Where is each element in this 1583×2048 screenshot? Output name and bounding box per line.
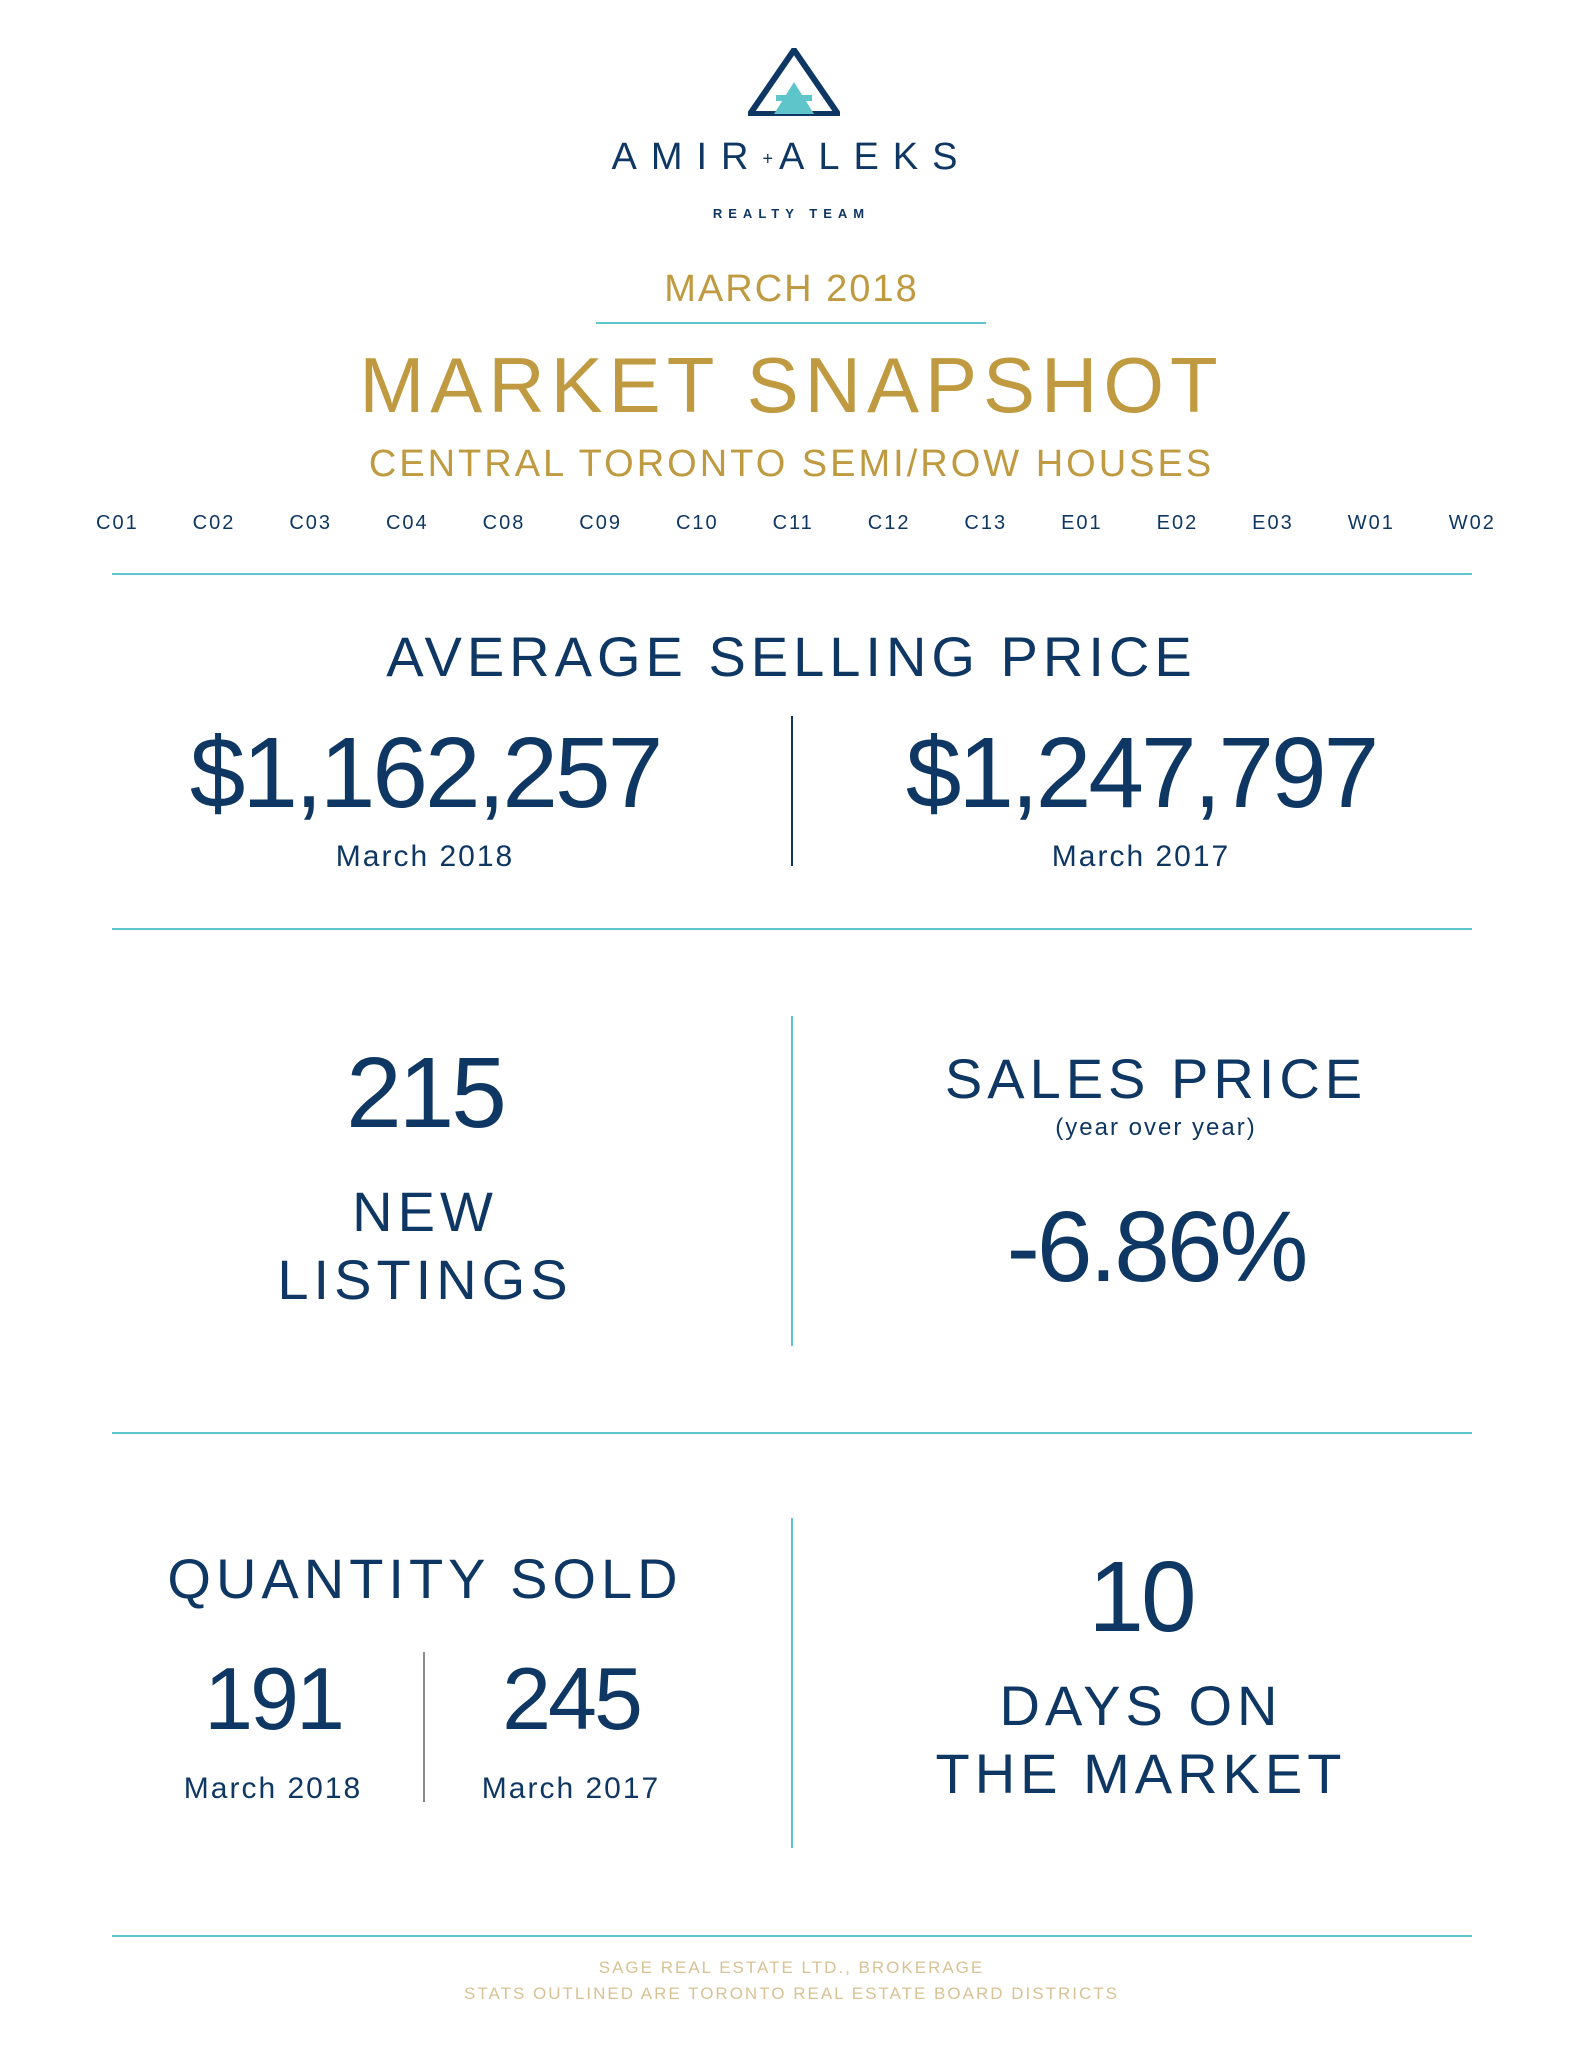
avg-price-current-label: March 2018 (335, 840, 515, 873)
days-on-market-label-line1: DAYS ON (999, 1674, 1283, 1737)
district-code: C09 (579, 512, 622, 534)
district-code: C01 (96, 512, 139, 534)
quantity-sold-heading: QUANTITY SOLD (167, 1547, 683, 1610)
district-code: E03 (1252, 512, 1294, 534)
avg-price-heading: AVERAGE SELLING PRICE (386, 625, 1197, 688)
district-code: C11 (772, 512, 814, 534)
avg-price-separator (791, 716, 793, 866)
sales-price-heading: SALES PRICE (944, 1047, 1368, 1110)
district-code: C13 (964, 512, 1008, 534)
district-code: E01 (1061, 512, 1103, 534)
avg-price-prior: $1,247,797 (905, 717, 1380, 829)
divider (112, 1935, 1472, 1937)
brand-left: AMIR (611, 136, 763, 178)
quantity-sold-prior-label: March 2017 (481, 1772, 661, 1805)
footer-brokerage: SAGE REAL ESTATE LTD., BROKERAGE (598, 1958, 985, 1977)
district-list: C01 C02 C03 C04 C08 C09 C10 C11 C12 C13 … (96, 512, 1496, 535)
logo-mark (748, 48, 840, 116)
district-code: W01 (1347, 512, 1395, 534)
district-code: C10 (675, 512, 719, 534)
page-subtitle: CENTRAL TORONTO SEMI/ROW HOUSES (368, 443, 1215, 485)
sales-price-note: (year over year) (1055, 1114, 1257, 1141)
divider (112, 573, 1472, 575)
district-code: C03 (289, 512, 333, 534)
quantity-sold-current-label: March 2018 (183, 1772, 363, 1805)
quantity-sold-current: 191 (204, 1649, 345, 1748)
footer-note: STATS OUTLINED ARE TORONTO REAL ESTATE B… (464, 1984, 1119, 2003)
district-code: C12 (867, 512, 911, 534)
district-code: C04 (385, 512, 429, 534)
district-code: C02 (192, 512, 236, 534)
brand-tagline: REALTY TEAM (712, 206, 871, 221)
new-listings-value: 215 (346, 1037, 507, 1149)
brand-plus: + (762, 148, 779, 169)
new-listings-label: NEW LISTINGS (150, 1178, 700, 1314)
bottom-separator (791, 1518, 793, 1848)
district-code: E02 (1156, 512, 1199, 534)
days-on-market-label: DAYS ON THE MARKET (866, 1672, 1416, 1808)
divider (112, 1432, 1472, 1434)
month-underline (596, 322, 986, 324)
days-on-market-label-line2: THE MARKET (935, 1742, 1347, 1805)
district-code: W02 (1448, 512, 1496, 534)
new-listings-label-line2: LISTINGS (277, 1248, 573, 1311)
days-on-market-value: 10 (1088, 1541, 1196, 1653)
brand-name: AMIR+ALEKS (0, 136, 1583, 179)
quantity-sold-prior: 245 (502, 1649, 643, 1748)
avg-price-current: $1,162,257 (189, 717, 664, 829)
avg-price-prior-label: March 2017 (1051, 840, 1231, 873)
district-code: C08 (482, 512, 526, 534)
sales-price-change: -6.86% (1006, 1191, 1309, 1303)
new-listings-label-line1: NEW (352, 1180, 498, 1243)
report-month: MARCH 2018 (664, 268, 919, 310)
page-title: MARKET SNAPSHOT (359, 341, 1224, 429)
brand-right: ALEKS (778, 136, 972, 178)
middle-separator (791, 1016, 793, 1346)
quantity-sold-separator (423, 1652, 425, 1802)
divider (112, 928, 1472, 930)
